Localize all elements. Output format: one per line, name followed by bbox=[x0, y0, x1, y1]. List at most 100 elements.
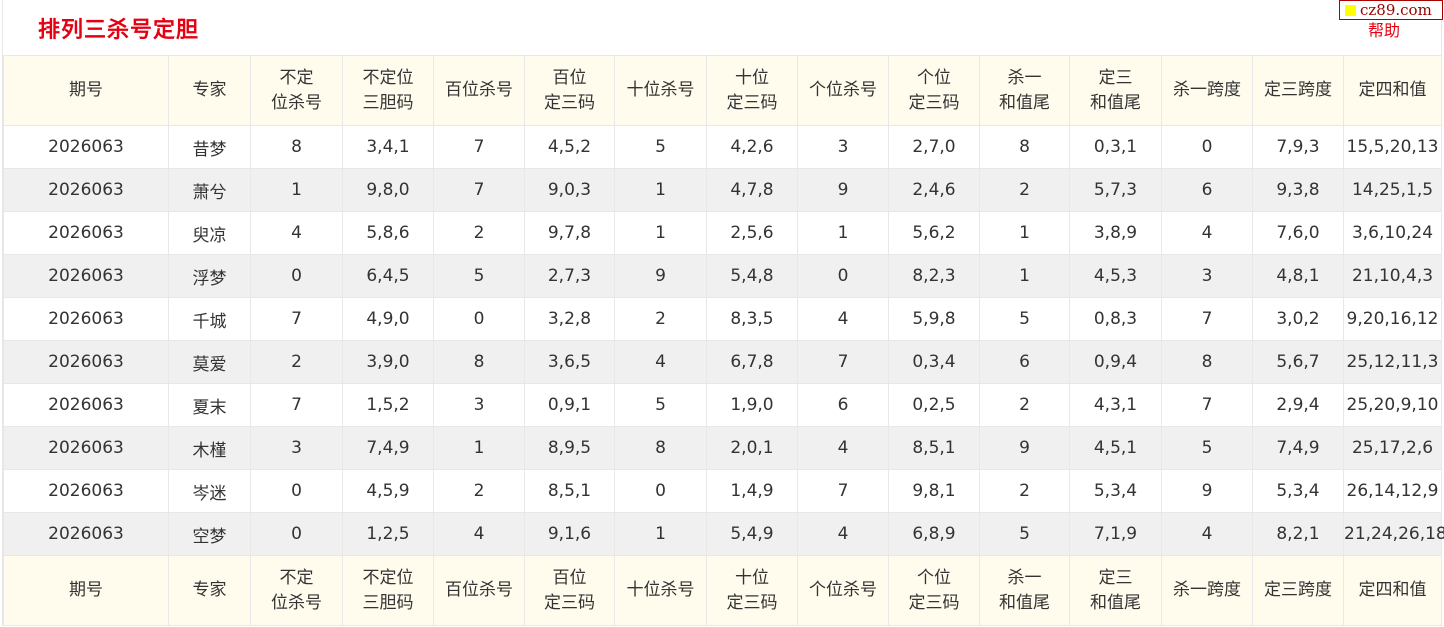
table-cell: 8 bbox=[250, 125, 343, 169]
column-header-text: 不定位 bbox=[362, 567, 414, 588]
help-link[interactable]: 帮助 bbox=[1368, 21, 1401, 40]
table-cell: 9,1,6 bbox=[524, 512, 615, 556]
column-header: 定三跨度 bbox=[1252, 555, 1344, 626]
column-header-text: 个位 bbox=[917, 67, 951, 88]
column-header: 个位 定三码 bbox=[888, 555, 980, 626]
table-row: 2026063 臾凉 4 5,8,6 2 9,7,8 1 2,5,6 1 5,6,2 1 3,8,9 4… bbox=[3, 211, 1442, 255]
column-header-text: 三胆码 bbox=[362, 592, 414, 613]
table-cell: 1 bbox=[614, 168, 707, 212]
column-header-text: 和值尾 bbox=[1090, 592, 1141, 613]
table-cell: 9,7,8 bbox=[524, 211, 615, 255]
table-row: 2026063 萧兮 1 9,8,0 7 9,0,3 1 4,7,8 9 2,4,6 2 5,7,3 6… bbox=[3, 168, 1442, 212]
table-cell: 2,7,0 bbox=[888, 125, 980, 169]
table-cell: 4 bbox=[797, 512, 889, 556]
table-cell: 4,9,0 bbox=[342, 297, 434, 341]
table-cell: 5 bbox=[614, 383, 707, 427]
table-cell: 4 bbox=[1161, 512, 1253, 556]
table-row: 2026063 浮梦 0 6,4,5 5 2,7,3 9 5,4,8 0 8,2,3 1 4,5,3 3… bbox=[3, 254, 1442, 298]
table-cell: 7,4,9 bbox=[342, 426, 434, 470]
column-header: 定四和值 bbox=[1343, 555, 1442, 626]
table-cell: 1 bbox=[979, 211, 1070, 255]
table-cell: 1 bbox=[433, 426, 525, 470]
table-row: 2026063 千城 7 4,9,0 0 3,2,8 2 8,3,5 4 5,9,8 5 0,8,3 7… bbox=[3, 297, 1442, 341]
table-cell: 4 bbox=[1161, 211, 1253, 255]
column-header: 杀一跨度 bbox=[1161, 55, 1253, 126]
table-cell: 25,17,2,6 bbox=[1343, 426, 1442, 470]
column-header: 专家 bbox=[168, 555, 251, 626]
table-cell: 2 bbox=[433, 211, 525, 255]
table-cell: 4,2,6 bbox=[706, 125, 798, 169]
header-row: 期号 专家 不定 位杀号 不定位 三胆码 百位杀号 百位 定三码 十位杀号 十位 定三码 个位杀号 个位定… bbox=[3, 55, 1442, 126]
column-header-text: 杀一跨度 bbox=[1173, 580, 1241, 600]
table-cell: 2026063 bbox=[3, 254, 169, 298]
table-cell: 2,0,1 bbox=[706, 426, 798, 470]
column-header-text: 定三跨度 bbox=[1264, 580, 1332, 600]
table-cell: 25,12,11,3 bbox=[1343, 340, 1442, 384]
column-header-text: 十位杀号 bbox=[626, 80, 695, 100]
table-cell: 5 bbox=[433, 254, 525, 298]
logo-text: cz89.com bbox=[1360, 1, 1432, 19]
table-cell: 莫爱 bbox=[168, 340, 251, 384]
table-cell: 0,3,1 bbox=[1069, 125, 1162, 169]
table-cell: 2 bbox=[979, 383, 1070, 427]
column-header-text: 三胆码 bbox=[362, 92, 414, 113]
table-row: 2026063 木槿 3 7,4,9 1 8,9,5 8 2,0,1 4 8,5,1 9 4,5,1 5… bbox=[3, 426, 1442, 470]
table-cell: 2,7,3 bbox=[524, 254, 615, 298]
table-cell: 千城 bbox=[168, 297, 251, 341]
column-header-text: 定三 bbox=[1098, 567, 1133, 588]
table-cell: 2 bbox=[979, 469, 1070, 513]
table-cell: 岑迷 bbox=[168, 469, 251, 513]
column-header-text: 个位杀号 bbox=[809, 80, 877, 100]
table-cell: 9 bbox=[979, 426, 1070, 470]
site-logo[interactable]: cz89.com bbox=[1339, 0, 1443, 20]
table-cell: 3,9,0 bbox=[342, 340, 434, 384]
table-cell: 4 bbox=[433, 512, 525, 556]
table-cell: 9,8,1 bbox=[888, 469, 980, 513]
table-cell: 4,8,1 bbox=[1252, 254, 1344, 298]
column-header-text: 十位 bbox=[735, 567, 769, 588]
table-cell: 8,9,5 bbox=[524, 426, 615, 470]
column-header: 百位杀号 bbox=[433, 555, 525, 626]
column-header-text: 定三码 bbox=[908, 92, 960, 113]
column-header: 不定位 三胆码 bbox=[342, 555, 434, 626]
table-cell: 7,6,0 bbox=[1252, 211, 1344, 255]
table-cell: 8,5,1 bbox=[888, 426, 980, 470]
table-cell: 7,1,9 bbox=[1069, 512, 1162, 556]
table-cell: 7 bbox=[250, 383, 343, 427]
column-header-text: 位杀号 bbox=[271, 92, 322, 113]
table-cell: 1 bbox=[797, 211, 889, 255]
table-cell: 8,5,1 bbox=[524, 469, 615, 513]
table-cell: 0,8,3 bbox=[1069, 297, 1162, 341]
table-cell: 4,5,3 bbox=[1069, 254, 1162, 298]
table-cell: 昔梦 bbox=[168, 125, 251, 169]
column-header-text: 专家 bbox=[192, 80, 227, 100]
table-cell: 9,3,8 bbox=[1252, 168, 1344, 212]
table-cell: 7 bbox=[797, 340, 889, 384]
table-cell: 5,9,8 bbox=[888, 297, 980, 341]
column-header: 个位杀号 bbox=[797, 555, 889, 626]
column-header: 个位杀号 bbox=[797, 55, 889, 126]
table-cell: 0 bbox=[797, 254, 889, 298]
column-header-text: 和值尾 bbox=[1090, 92, 1141, 113]
table-cell: 3,6,10,24 bbox=[1343, 211, 1442, 255]
table-cell: 2 bbox=[979, 168, 1070, 212]
table-cell: 7 bbox=[433, 168, 525, 212]
table-cell: 2 bbox=[250, 340, 343, 384]
column-header: 十位 定三码 bbox=[706, 555, 798, 626]
table-cell: 21,10,4,3 bbox=[1343, 254, 1442, 298]
table-cell: 2026063 bbox=[3, 211, 169, 255]
column-header: 百位杀号 bbox=[433, 55, 525, 126]
column-header: 不定 位杀号 bbox=[250, 55, 343, 126]
column-header: 杀一 和值尾 bbox=[979, 555, 1070, 626]
column-header-text: 定三码 bbox=[908, 592, 960, 613]
table-cell: 21,24,26,18 bbox=[1343, 512, 1444, 556]
table-cell: 8,2,1 bbox=[1252, 512, 1344, 556]
table-cell: 4,5,1 bbox=[1069, 426, 1162, 470]
table-cell: 6,8,9 bbox=[888, 512, 980, 556]
table-cell: 6,7,8 bbox=[706, 340, 798, 384]
table-cell: 9,20,16,12 bbox=[1343, 297, 1442, 341]
column-header: 不定位 三胆码 bbox=[342, 55, 434, 126]
column-header-text: 十位杀号 bbox=[626, 580, 695, 600]
table-cell: 0 bbox=[433, 297, 525, 341]
